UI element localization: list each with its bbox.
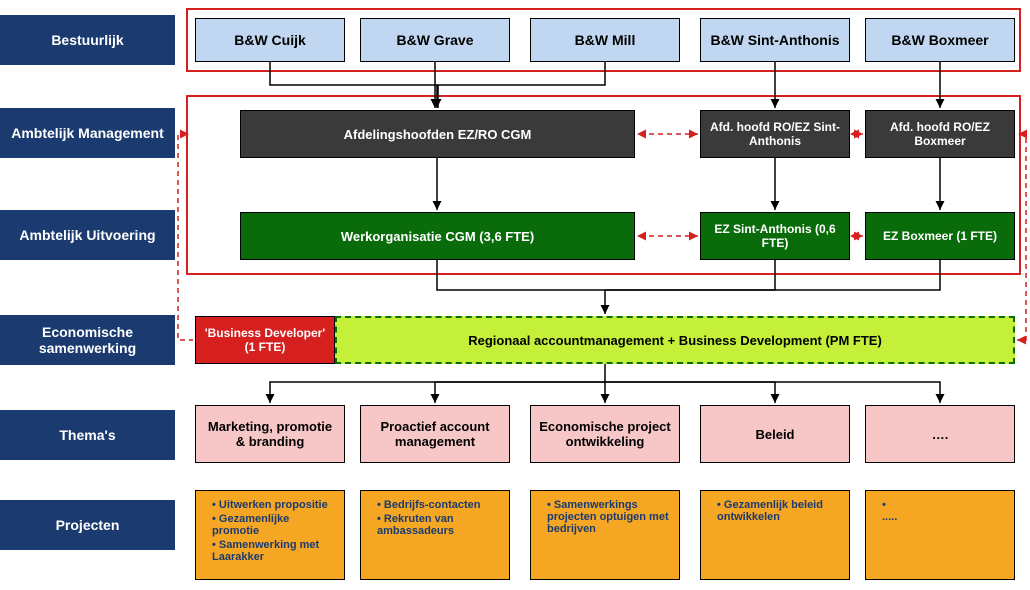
bw-grave: B&W Grave: [360, 18, 510, 62]
bw-mill: B&W Mill: [530, 18, 680, 62]
ez-boxmeer: EZ Boxmeer (1 FTE): [865, 212, 1015, 260]
theme-more: ….: [865, 405, 1015, 463]
project-4: Gezamenlijk beleid ontwikkelen: [700, 490, 850, 580]
theme-marketing: Marketing, promotie & branding: [195, 405, 345, 463]
afd-cgm: Afdelingshoofden EZ/RO CGM: [240, 110, 635, 158]
theme-econ-project: Economische project ontwikkeling: [530, 405, 680, 463]
project-3: Samenwerkings projecten optuigen met bed…: [530, 490, 680, 580]
bw-cuijk: B&W Cuijk: [195, 18, 345, 62]
ez-sint: EZ Sint-Anthonis (0,6 FTE): [700, 212, 850, 260]
bw-boxmeer: B&W Boxmeer: [865, 18, 1015, 62]
ez-cgm: Werkorganisatie CGM (3,6 FTE): [240, 212, 635, 260]
regional-account: Regionaal accountmanagement + Business D…: [335, 316, 1015, 364]
project-5: .....­: [865, 490, 1015, 580]
business-developer: 'Business Developer' (1 FTE): [195, 316, 335, 364]
label-ambtelijk-mgmt: Ambtelijk Management: [0, 108, 175, 158]
label-ambtelijk-uitv: Ambtelijk Uitvoering: [0, 210, 175, 260]
project-2: Bedrijfs-contactenRekruten van ambassade…: [360, 490, 510, 580]
label-bestuurlijk: Bestuurlijk: [0, 15, 175, 65]
bw-sint: B&W Sint-Anthonis: [700, 18, 850, 62]
theme-proactief: Proactief account management: [360, 405, 510, 463]
theme-beleid: Beleid: [700, 405, 850, 463]
label-econ-samen: Economische samenwerking: [0, 315, 175, 365]
afd-sint: Afd. hoofd RO/EZ Sint-Anthonis: [700, 110, 850, 158]
afd-boxmeer: Afd. hoofd RO/EZ Boxmeer: [865, 110, 1015, 158]
project-1: Uitwerken propositieGezamenlijke promoti…: [195, 490, 345, 580]
label-projecten: Projecten: [0, 500, 175, 550]
label-themas: Thema's: [0, 410, 175, 460]
